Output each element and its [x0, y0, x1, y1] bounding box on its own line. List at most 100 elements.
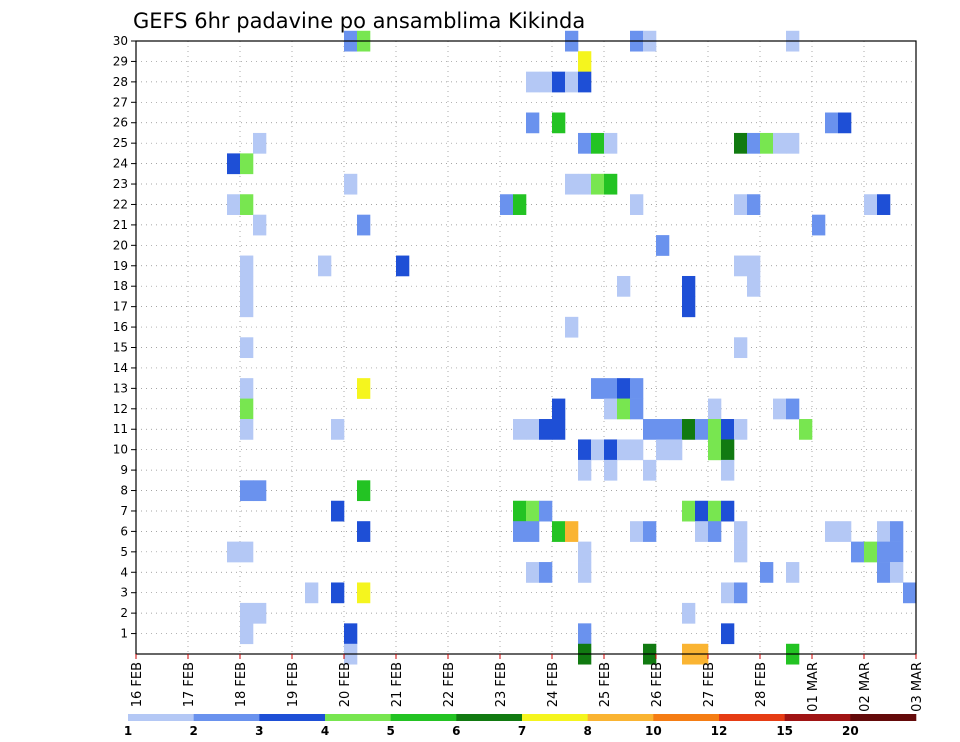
heatmap-cell [721, 419, 735, 440]
heatmap-cell [786, 398, 800, 420]
heatmap-cell [344, 623, 358, 645]
legend-swatch [587, 714, 654, 721]
heatmap-cell [708, 439, 722, 461]
x-tick-label: 24 FEB [546, 662, 561, 707]
legend-swatch [456, 714, 523, 721]
heatmap-cell [838, 112, 852, 134]
heatmap-cell [630, 194, 644, 215]
y-tick-label: 23 [113, 177, 128, 191]
heatmap-cell [578, 71, 592, 93]
heatmap-cell [578, 623, 592, 645]
heatmap-cell [721, 439, 735, 461]
legend-label: 8 [583, 724, 591, 738]
heatmap-cell [630, 521, 644, 542]
x-tick-label: 19 FEB [286, 662, 301, 707]
legend-swatch [850, 714, 917, 721]
y-tick-label: 21 [113, 218, 128, 232]
legend-swatch [522, 714, 588, 721]
heatmap-cell [318, 255, 332, 277]
heatmap-cell [682, 500, 696, 522]
heatmap-cell [604, 173, 618, 195]
heatmap-cell [526, 562, 540, 583]
heatmap-cell [643, 419, 657, 440]
heatmap-cell [552, 71, 566, 93]
y-tick-label: 28 [113, 75, 128, 89]
legend-swatch [784, 714, 851, 721]
color-legend: 1 2 3 4 5 6 7 8 10 12 15 20 [124, 714, 917, 738]
heatmap-cell [578, 51, 592, 72]
heatmap-cell [877, 521, 891, 542]
heatmap-cell [500, 194, 514, 215]
legend-label: 10 [645, 724, 662, 738]
y-axis-ticks: 1234567891011121314151617181920212223242… [113, 34, 136, 641]
x-tick-label: 02 MAR [858, 662, 873, 712]
y-tick-label: 15 [113, 341, 128, 355]
heatmap-cell [734, 582, 748, 604]
chart-title: GEFS 6hr padavine po ansamblima Kikinda [133, 9, 585, 33]
heatmap-cell [253, 602, 267, 624]
heatmap-cell [695, 500, 709, 522]
heatmap-cell [539, 419, 553, 440]
heatmap-cell [890, 562, 904, 583]
heatmap-cell [656, 419, 670, 440]
heatmap-cell [253, 480, 267, 502]
heatmap-cell [734, 419, 748, 440]
heatmap-cell [656, 439, 670, 461]
heatmap-cell [604, 398, 618, 420]
heatmap-cell [630, 378, 644, 399]
heatmap-cell [721, 582, 735, 604]
y-tick-label: 14 [113, 361, 128, 375]
heatmap-cell [227, 541, 241, 563]
heatmap-cell [617, 398, 631, 420]
heatmap-cell [526, 71, 540, 93]
heatmap-cell [331, 500, 345, 522]
x-tick-label: 03 MAR [910, 662, 925, 712]
heatmap-cell [513, 419, 527, 440]
heatmap-cell [747, 132, 761, 154]
heatmap-cell [604, 378, 618, 399]
y-tick-label: 12 [113, 402, 128, 416]
y-tick-label: 24 [113, 157, 128, 171]
heatmap-cell [331, 419, 345, 440]
heatmap-cell [357, 378, 371, 399]
heatmap-cell [539, 71, 553, 93]
heatmap-cell [526, 419, 540, 440]
heatmap-cell [240, 296, 254, 318]
heatmap-cell [708, 419, 722, 440]
y-tick-label: 13 [113, 381, 128, 395]
legend-swatch [325, 714, 391, 721]
heatmap-cell [864, 194, 878, 215]
heatmap-cell [747, 255, 761, 277]
y-tick-label: 29 [113, 54, 128, 68]
heatmap-cell [240, 337, 254, 359]
heatmap-cell [552, 419, 566, 440]
heatmap-cell [526, 521, 540, 542]
y-tick-label: 16 [113, 320, 128, 334]
legend-swatch [719, 714, 785, 721]
heatmap-cell [552, 521, 566, 542]
legend-swatch [193, 714, 260, 721]
heatmap-cell [591, 173, 605, 195]
heatmap-cell [877, 541, 891, 563]
heatmap-cell [578, 173, 592, 195]
x-tick-label: 16 FEB [130, 662, 145, 707]
y-tick-label: 17 [113, 300, 128, 314]
heatmap-cell [578, 541, 592, 563]
heatmap-cell [747, 275, 761, 297]
heatmap-cell [240, 378, 254, 399]
heatmap-cell [552, 398, 566, 420]
x-tick-label: 23 FEB [494, 662, 509, 707]
legend-label: 2 [189, 724, 197, 738]
heatmap-cell [864, 541, 878, 563]
x-tick-label: 18 FEB [234, 662, 249, 707]
legend-label: 12 [711, 724, 728, 738]
heatmap-cell [513, 521, 527, 542]
heatmap-cell [786, 132, 800, 154]
y-tick-label: 11 [113, 422, 128, 436]
heatmap-cell [708, 398, 722, 420]
heatmap-cell [552, 112, 566, 134]
heatmap-cell [604, 459, 618, 481]
heatmap-cell [682, 296, 696, 318]
x-tick-label: 28 FEB [754, 662, 769, 707]
heatmap-cell [890, 541, 904, 563]
